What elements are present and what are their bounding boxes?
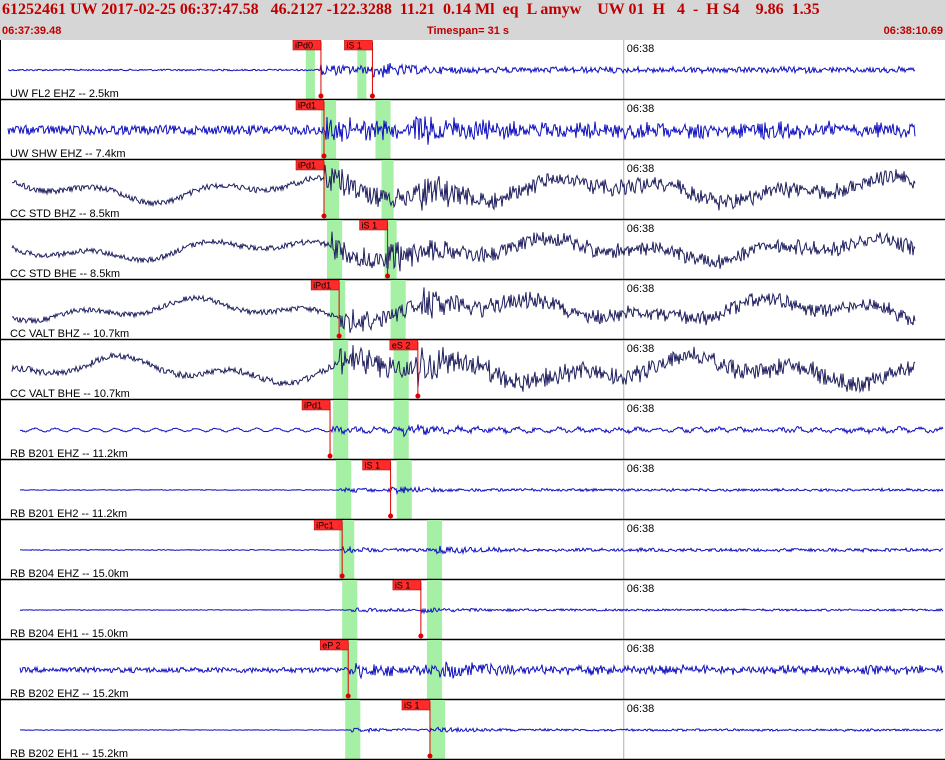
waveform-trace bbox=[11, 287, 916, 334]
p-pick-label: iPd1 bbox=[313, 281, 331, 291]
s-pick-marker bbox=[385, 273, 391, 279]
p-pick-flag bbox=[301, 399, 331, 411]
s-pick-marker bbox=[427, 753, 433, 759]
time-tick-label: 06:38 bbox=[627, 163, 655, 175]
waveform-trace bbox=[20, 545, 944, 556]
s-arrival-window bbox=[393, 340, 409, 400]
station-label: CC VALT BHZ -- 10.7km bbox=[10, 328, 129, 340]
waveform-trace bbox=[19, 661, 944, 680]
event-summary: 61252461 UW 2017-02-25 06:37:47.58 46.21… bbox=[2, 1, 820, 18]
p-arrival-window bbox=[327, 220, 343, 280]
s-arrival-window bbox=[426, 580, 443, 640]
p-pick-flag bbox=[292, 40, 322, 51]
p-arrival-window bbox=[345, 700, 361, 760]
station-label: UW FL2 EHZ -- 2.5km bbox=[10, 88, 119, 100]
p-pick-flag bbox=[310, 279, 340, 291]
p-pick-marker bbox=[321, 153, 327, 159]
s-pick-flag bbox=[392, 579, 422, 591]
p-pick-marker bbox=[336, 333, 342, 339]
timespan-label: Timespan= 31 s bbox=[427, 25, 510, 37]
p-pick-label: iPc1 bbox=[316, 521, 334, 531]
event-header: 61252461 UW 2017-02-25 06:37:47.58 46.21… bbox=[0, 0, 945, 40]
p-arrival-window bbox=[333, 400, 349, 460]
station-label: RB B202 EH1 -- 15.2km bbox=[10, 748, 128, 760]
s-pick-marker bbox=[388, 513, 394, 519]
p-pick-label: iPd1 bbox=[298, 101, 316, 111]
waveform-trace bbox=[7, 62, 916, 78]
s-pick-marker bbox=[418, 633, 424, 639]
s-pick-marker bbox=[415, 393, 421, 399]
p-pick-flag bbox=[295, 99, 325, 111]
p-arrival-window bbox=[339, 520, 355, 580]
p-pick-marker bbox=[345, 693, 351, 699]
station-label: CC STD BHZ -- 8.5km bbox=[10, 208, 119, 220]
s-pick-label: eS 2 bbox=[392, 341, 411, 351]
p-arrival-window bbox=[342, 640, 358, 700]
station-label: UW SHW EHZ -- 7.4km bbox=[10, 148, 126, 160]
time-tick-label: 06:38 bbox=[627, 403, 655, 415]
s-pick-flag bbox=[344, 40, 373, 51]
p-pick-marker bbox=[318, 93, 324, 99]
p-arrival-window bbox=[323, 160, 340, 220]
s-pick-label: iS 1 bbox=[362, 221, 378, 231]
time-tick-label: 06:38 bbox=[627, 463, 655, 475]
s-pick-marker bbox=[369, 93, 375, 99]
s-pick-flag bbox=[389, 339, 419, 351]
s-arrival-window bbox=[357, 40, 367, 100]
end-time: 06:38:10.69 bbox=[883, 25, 943, 37]
waveform-trace bbox=[20, 726, 944, 734]
time-tick-label: 06:38 bbox=[627, 583, 655, 595]
station-label: RB B202 EHZ -- 15.2km bbox=[10, 688, 129, 700]
time-tick-label: 06:38 bbox=[627, 283, 655, 295]
time-tick-label: 06:38 bbox=[627, 103, 655, 115]
p-pick-marker bbox=[339, 573, 345, 579]
waveform-trace bbox=[19, 424, 944, 438]
p-pick-flag bbox=[313, 519, 343, 531]
s-pick-label: iS 1 bbox=[346, 41, 362, 51]
station-label: RB B204 EH1 -- 15.0km bbox=[10, 628, 128, 640]
waveform-trace bbox=[19, 607, 944, 615]
p-pick-label: iPd1 bbox=[304, 401, 322, 411]
waveform-trace bbox=[11, 231, 916, 272]
p-pick-flag bbox=[319, 639, 349, 651]
seismogram-panel[interactable]: 06:38 iPd0 iS 1 UW FL2 EHZ -- 2.5km 06:38 iPd… bbox=[0, 40, 945, 760]
p-pick-label: eP 2 bbox=[322, 641, 340, 651]
station-label: RB B201 EHZ -- 11.2km bbox=[10, 448, 128, 460]
p-arrival-window bbox=[320, 100, 337, 160]
time-tick-label: 06:38 bbox=[627, 343, 655, 355]
s-arrival-window bbox=[429, 700, 446, 760]
start-time: 06:37:39.48 bbox=[2, 25, 62, 37]
time-tick-label: 06:38 bbox=[627, 43, 655, 55]
s-arrival-window bbox=[426, 640, 443, 700]
p-pick-flag bbox=[295, 159, 325, 171]
s-pick-flag bbox=[401, 699, 431, 711]
waveform-trace bbox=[11, 345, 916, 394]
s-arrival-window bbox=[381, 160, 394, 220]
p-pick-marker bbox=[327, 453, 333, 459]
time-tick-label: 06:38 bbox=[627, 643, 655, 655]
s-pick-label: iS 1 bbox=[395, 581, 411, 591]
time-tick-label: 06:38 bbox=[627, 523, 655, 535]
station-label: CC STD BHE -- 8.5km bbox=[10, 268, 120, 280]
waveform-trace bbox=[11, 164, 916, 211]
p-pick-label: iPd0 bbox=[295, 41, 313, 51]
waveform-trace bbox=[19, 485, 944, 495]
s-pick-label: iS 1 bbox=[404, 701, 420, 711]
station-label: RB B201 EH2 -- 11.2km bbox=[10, 508, 127, 520]
p-pick-marker bbox=[321, 213, 327, 219]
p-pick-label: iPd1 bbox=[298, 161, 316, 171]
waveform-trace bbox=[7, 116, 916, 145]
s-pick-flag bbox=[362, 459, 391, 471]
time-tick-label: 06:38 bbox=[627, 223, 655, 235]
time-tick-label: 06:38 bbox=[627, 703, 655, 715]
s-pick-flag bbox=[359, 219, 388, 231]
station-label: CC VALT BHE -- 10.7km bbox=[10, 388, 130, 400]
s-pick-label: iS 1 bbox=[365, 461, 381, 471]
station-label: RB B204 EHZ -- 15.0km bbox=[10, 568, 129, 580]
